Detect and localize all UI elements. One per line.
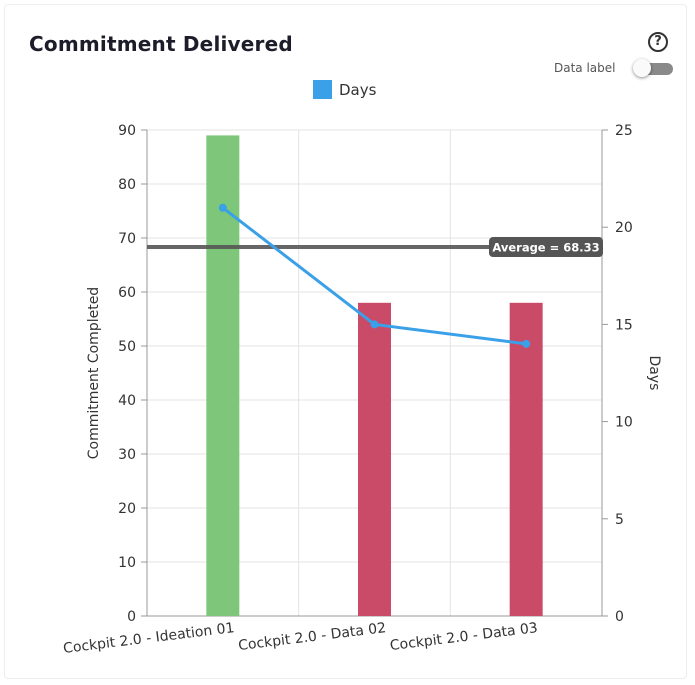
y-left-tick-label: 20 [118,501,136,517]
x-tick-label: Cockpit 2.0 - Ideation 01 [62,620,235,657]
x-tick-label: Cockpit 2.0 - Data 02 [237,620,387,654]
y-right-tick-label: 25 [615,123,633,139]
x-tick-label: Cockpit 2.0 - Data 03 [389,620,539,654]
data-label-text: Data label [554,61,616,75]
bar [509,302,543,616]
y-left-tick-label: 40 [118,393,136,409]
average-label-box [489,237,603,258]
y-right-axis-title: Days [646,356,662,391]
y-right-tick-label: 10 [615,415,633,431]
y-right-tick-label: 0 [615,609,624,625]
legend-label-days: Days [339,81,377,99]
line-point [370,320,379,329]
y-right-tick-label: 5 [615,512,624,528]
y-left-tick-label: 10 [118,555,136,571]
y-left-tick-label: 30 [118,447,136,463]
y-left-axis-title: Commitment Completed [86,287,102,459]
line-point [218,203,227,212]
y-left-tick-label: 80 [118,177,136,193]
chart-card: Commitment Delivered ? Data label [4,4,687,679]
chart-title: Commitment Delivered [29,32,293,56]
y-left-tick-label: 50 [118,339,136,355]
line-point [522,339,531,348]
data-label-toggle[interactable] [633,59,673,77]
toggle-knob [633,59,651,77]
legend-swatch-days [313,80,332,99]
y-left-tick-label: 0 [127,609,136,625]
y-left-tick-label: 60 [118,285,136,301]
y-left-tick-label: 90 [118,123,136,139]
y-right-tick-label: 20 [615,220,633,236]
bar [358,302,391,616]
help-icon[interactable]: ? [648,32,668,52]
y-left-tick-label: 70 [118,231,136,247]
y-right-tick-label: 15 [615,317,633,333]
average-label: Average = 68.33 [492,241,599,255]
